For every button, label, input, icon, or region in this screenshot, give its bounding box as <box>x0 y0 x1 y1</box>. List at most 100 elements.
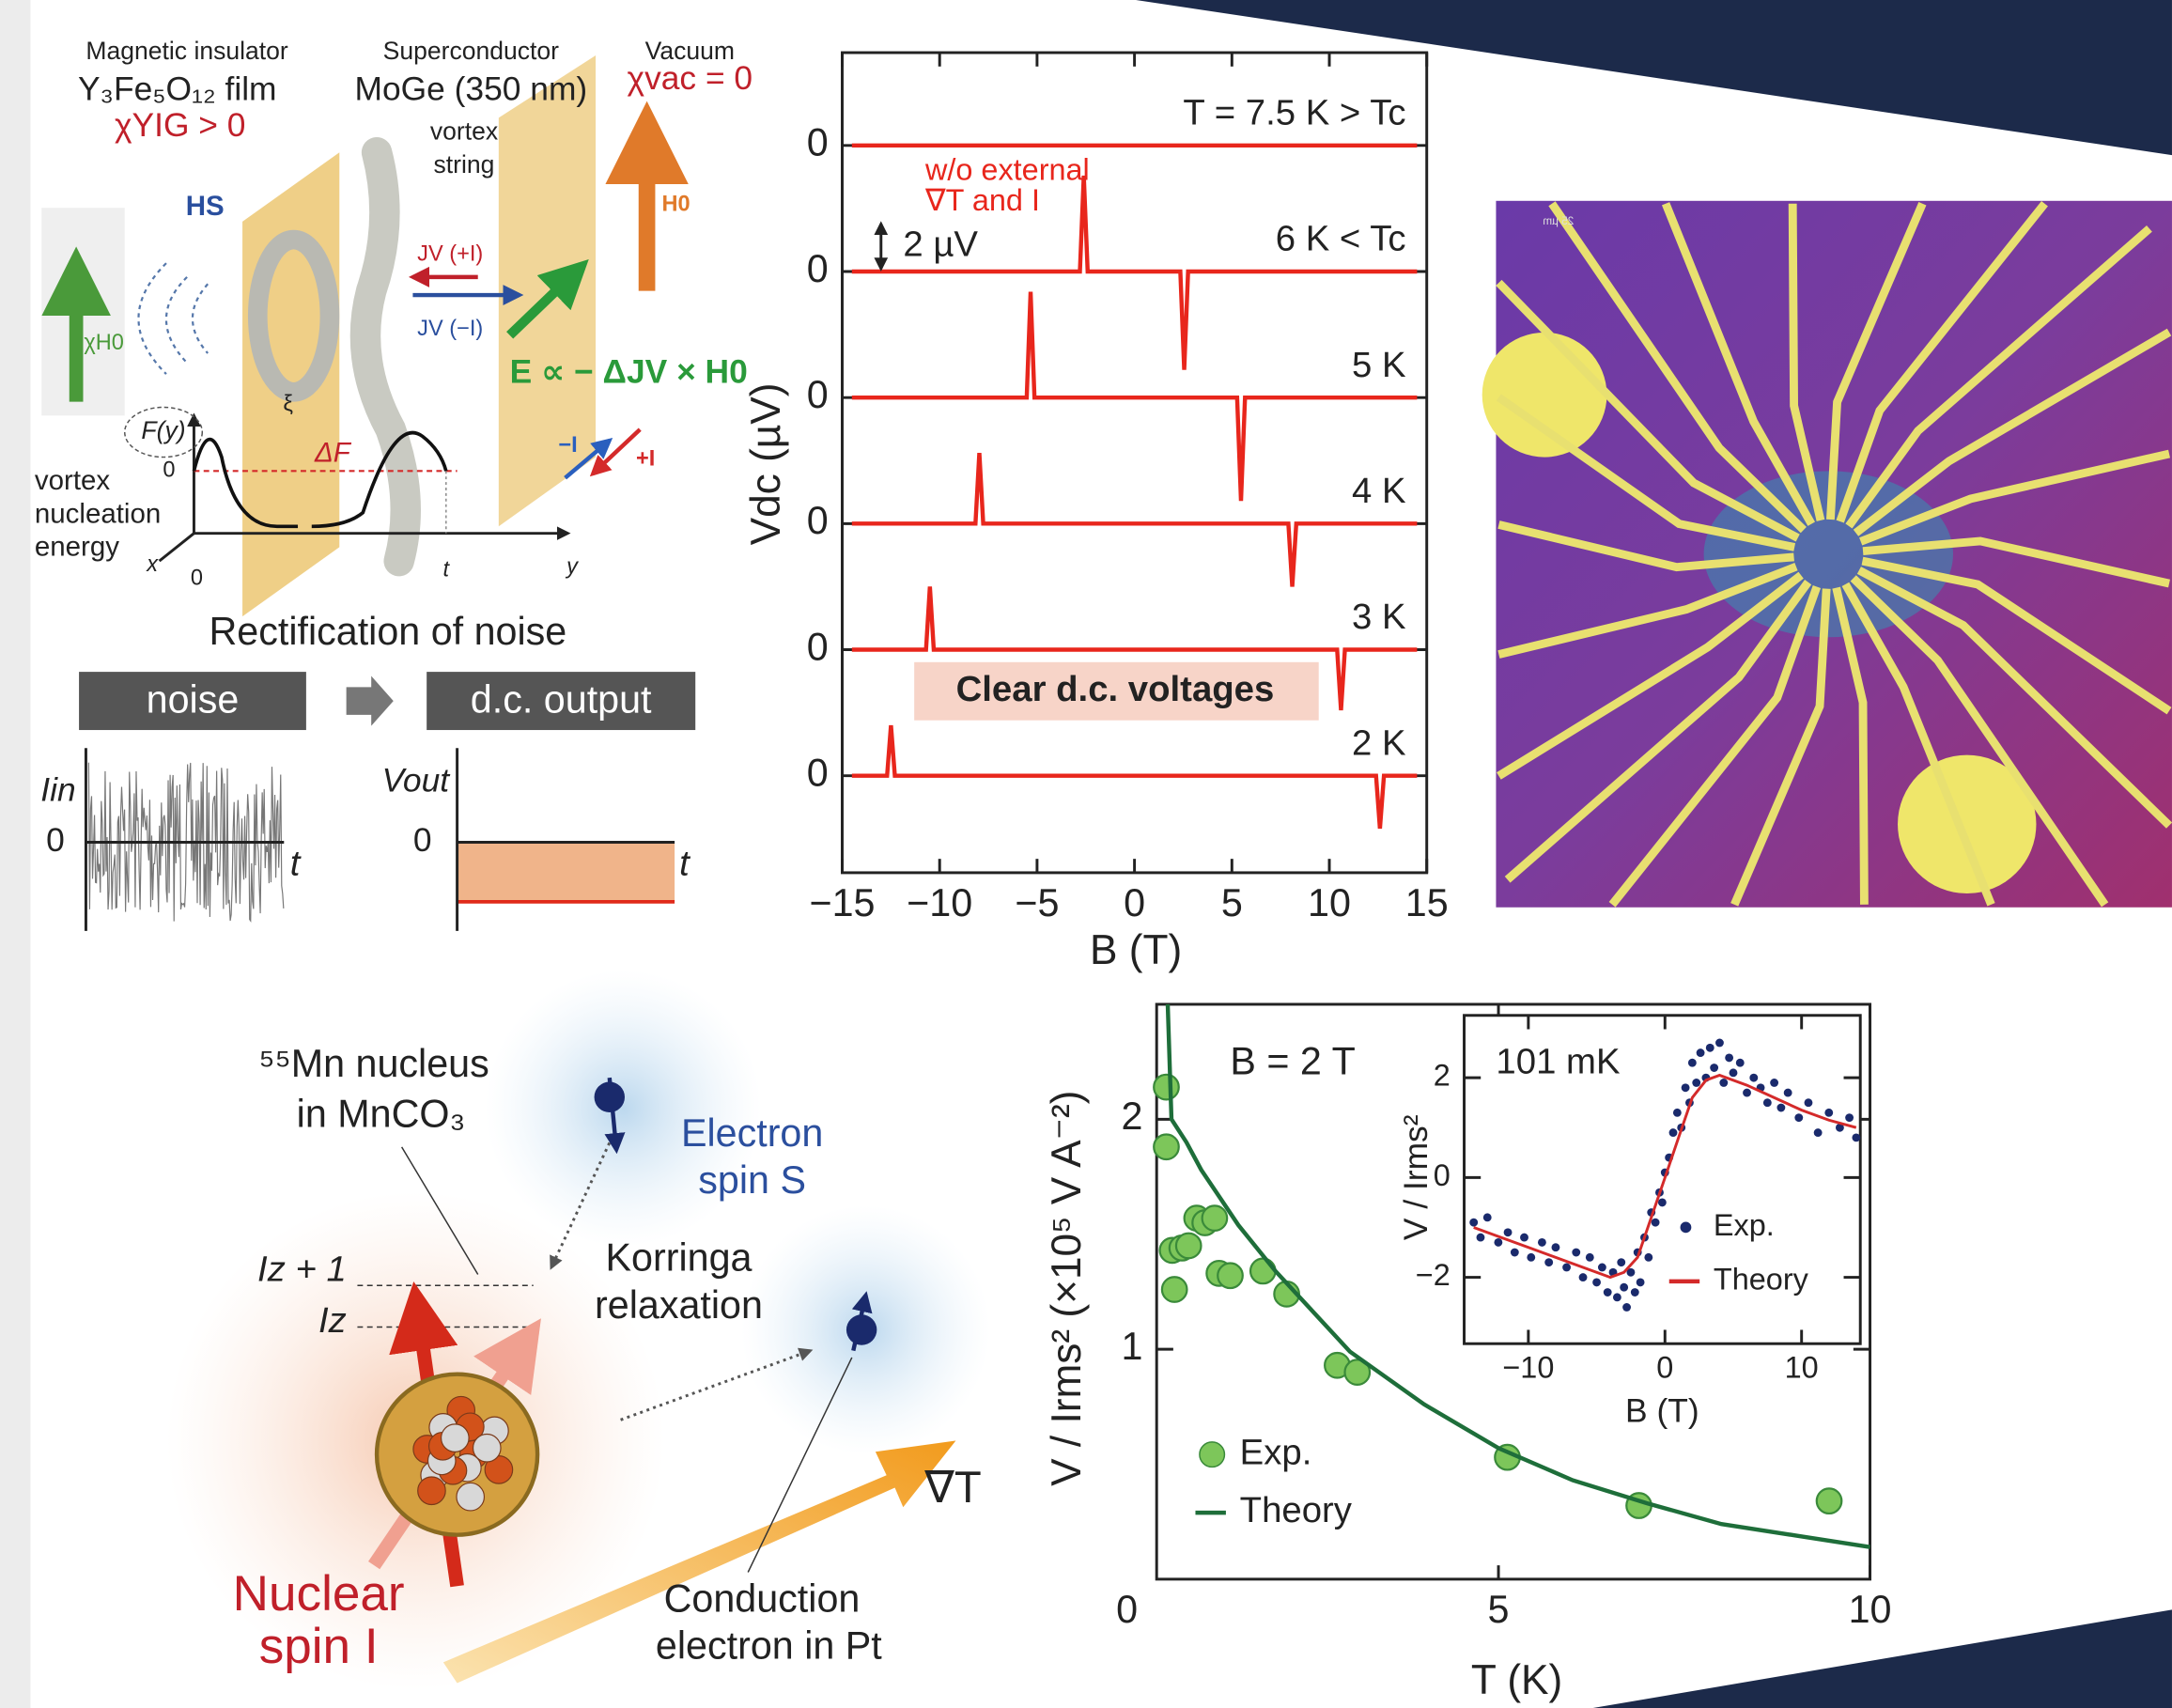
label: Iin <box>40 772 75 809</box>
data-point <box>1697 1048 1705 1057</box>
scale-label: 25 µm <box>1543 215 1574 227</box>
label: noise <box>147 677 240 721</box>
x-tick-label: 10 <box>1785 1350 1819 1384</box>
label: relaxation <box>595 1283 763 1327</box>
y-axis-title: Vdc (µV) <box>743 382 789 545</box>
x-axis-title: B (T) <box>1090 927 1182 973</box>
label: Electron <box>681 1111 823 1155</box>
y-tick-label: 0 <box>807 625 829 668</box>
y-axis-title: V / Irms² <box>1398 1114 1435 1240</box>
series-line <box>852 453 1418 586</box>
axis <box>160 534 194 561</box>
label: 0 <box>46 822 65 859</box>
data-point <box>1776 1104 1785 1112</box>
x-tick-label: −5 <box>1015 881 1059 924</box>
data-point <box>1562 1264 1571 1272</box>
x-tick-label: −10 <box>907 881 972 924</box>
data-point <box>1592 1278 1601 1286</box>
label: JV (−I) <box>417 316 483 340</box>
label: −I <box>558 432 577 457</box>
data-point <box>1814 1128 1823 1137</box>
label: ξ <box>283 391 293 415</box>
label: ⁵⁵Mn nucleus <box>259 1042 489 1085</box>
output-area <box>458 842 675 901</box>
label: spin S <box>698 1158 806 1202</box>
data-point <box>1477 1234 1485 1242</box>
nucleon <box>473 1434 501 1461</box>
series-label: T = 7.5 K > Tc <box>1183 93 1405 133</box>
nucleon <box>457 1483 484 1510</box>
annotation: Clear d.c. voltages <box>956 669 1275 709</box>
y-tick-label: 0 <box>807 121 829 164</box>
series-label: 5 K <box>1352 345 1406 385</box>
label: 0 <box>163 458 175 482</box>
nucleon <box>442 1424 469 1452</box>
data-point <box>1586 1253 1594 1262</box>
label: spin I <box>259 1619 379 1674</box>
label: HS <box>186 191 225 222</box>
series-label: 4 K <box>1352 471 1406 511</box>
arrow <box>347 676 394 726</box>
figure: Magnetic insulator Y₃Fe₅O₁₂ film χYIG > … <box>0 0 2172 1708</box>
data-point <box>1725 1053 1733 1062</box>
data-point <box>1710 1064 1718 1072</box>
scale-bar-label: 2 µV <box>903 224 978 264</box>
chart: −15−10−5051015000000T = 7.5 K > Tc6 K < … <box>743 53 1449 973</box>
label: 0 <box>191 566 203 590</box>
label: t <box>443 557 451 582</box>
x-tick-label: 5 <box>1221 881 1243 924</box>
data-point <box>1538 1238 1546 1247</box>
annotation: w/o external <box>924 152 1090 186</box>
label: ΔF <box>314 437 352 468</box>
data-point <box>1622 1303 1631 1312</box>
y-tick-label: 0 <box>1434 1158 1451 1192</box>
data-point <box>1682 1083 1690 1092</box>
label: χYIG > 0 <box>115 107 246 144</box>
data-point <box>1154 1134 1179 1159</box>
label: vortex <box>430 117 498 146</box>
label: 0 <box>413 822 432 859</box>
data-point <box>1637 1278 1645 1286</box>
label: ∇T <box>923 1462 981 1512</box>
data-point <box>1617 1258 1625 1266</box>
label: t <box>290 844 302 884</box>
data-point <box>1552 1243 1560 1251</box>
data-point <box>1652 1219 1660 1227</box>
data-point <box>1218 1264 1243 1289</box>
y-tick-label: 2 <box>1434 1059 1451 1093</box>
label: Superconductor <box>383 37 559 65</box>
data-point <box>1572 1249 1580 1257</box>
x-tick-label: 0 <box>1124 881 1145 924</box>
data-point <box>1644 1253 1652 1262</box>
label: nucleation <box>35 498 161 529</box>
data-point <box>1749 1074 1758 1082</box>
label: F(y) <box>141 416 185 444</box>
y-tick-label: 0 <box>807 373 829 416</box>
chart: −10010−202Exp.TheoryB (T)V / Irms²101 mK <box>1398 1016 1860 1430</box>
data-point <box>1202 1205 1228 1231</box>
series-label: 3 K <box>1352 597 1406 637</box>
label: χvac = 0 <box>628 60 753 97</box>
series-line <box>852 725 1418 829</box>
series-line <box>852 292 1418 502</box>
data-point <box>1631 1288 1639 1297</box>
data-point <box>1613 1293 1621 1301</box>
data-point <box>1511 1249 1519 1257</box>
data-point <box>1736 1059 1745 1067</box>
legend-swatch <box>1200 1442 1225 1467</box>
y-tick-label: 0 <box>807 499 829 542</box>
data-point <box>1824 1109 1833 1117</box>
x-tick-label: 10 <box>1849 1588 1892 1631</box>
x-tick-label: 10 <box>1308 881 1351 924</box>
data-point <box>1719 1079 1728 1087</box>
label: +I <box>636 446 655 471</box>
data-point <box>1504 1228 1513 1236</box>
x-tick-label: 15 <box>1405 881 1449 924</box>
data-point <box>1527 1253 1535 1262</box>
vortex-diagram: Magnetic insulator Y₃Fe₅O₁₂ film χYIG > … <box>35 37 752 616</box>
data-point <box>1743 1089 1751 1097</box>
data-point <box>1784 1089 1792 1097</box>
title: Rectification of noise <box>209 610 566 653</box>
data-point <box>1852 1133 1860 1141</box>
data-point <box>1715 1039 1724 1048</box>
